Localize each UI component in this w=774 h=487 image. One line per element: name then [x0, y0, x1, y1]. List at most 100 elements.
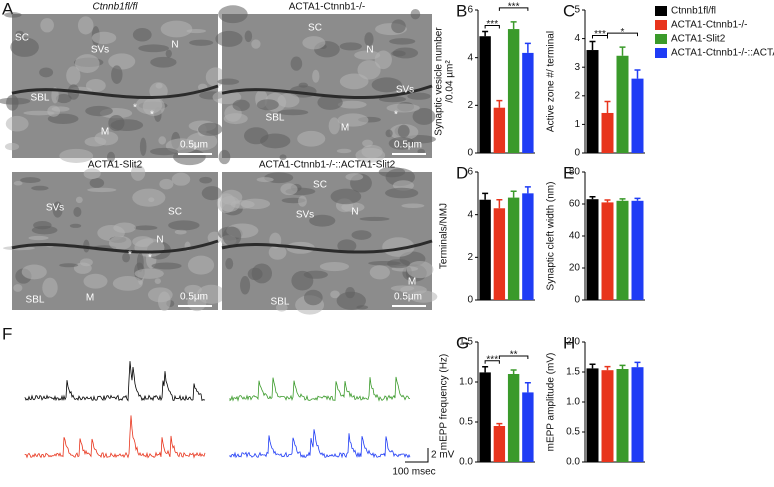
- significance-bracket: [484, 360, 500, 364]
- legend-label: Ctnnb1fl/fl: [671, 6, 716, 17]
- significance-bracket: [484, 24, 500, 29]
- em-label: M: [101, 127, 109, 138]
- significance-bracket: [498, 355, 529, 359]
- em-texture: [351, 230, 372, 240]
- em-label: SVs: [91, 45, 109, 56]
- em-texture: [303, 289, 323, 306]
- em-label: N: [366, 45, 373, 56]
- em-texture: [339, 73, 369, 90]
- em-label: *: [394, 110, 398, 121]
- em-label: SVs: [296, 210, 314, 221]
- y-tick-label: 2.0: [566, 337, 580, 348]
- bar: [586, 199, 599, 300]
- em-texture: [66, 66, 81, 86]
- y-tick-label: 20: [569, 263, 581, 274]
- legend-label: ACTA1-Slit2: [671, 34, 726, 45]
- em-label: M: [86, 293, 94, 304]
- error-bar: [496, 198, 503, 209]
- em-texture: [387, 259, 411, 269]
- y-tick-label: 4: [467, 52, 473, 63]
- legend-swatch: [655, 34, 667, 44]
- em-texture: [218, 5, 248, 24]
- scale-label: 2 mV: [431, 450, 455, 461]
- y-axis-label: Terminals/NMJ: [439, 203, 450, 269]
- em-texture: [275, 303, 288, 312]
- membrane: [221, 239, 433, 254]
- y-tick-label: 0.0: [459, 457, 473, 468]
- em-texture: [187, 255, 215, 275]
- em-label: SC: [313, 180, 327, 191]
- legend-swatch: [655, 20, 667, 30]
- bar: [507, 29, 520, 153]
- em-texture: [55, 93, 72, 104]
- em-texture: [112, 276, 143, 291]
- em-label: SC: [15, 33, 29, 44]
- em-texture: [277, 109, 309, 116]
- y-tick-label: 0: [467, 148, 473, 159]
- em-texture: [251, 263, 273, 284]
- em-texture: [382, 237, 415, 257]
- em-texture: [40, 18, 54, 33]
- em-texture: [13, 284, 23, 292]
- em-texture: [139, 137, 147, 156]
- em-texture: [337, 113, 369, 127]
- em-texture: [317, 94, 343, 110]
- error-bar: [604, 100, 611, 113]
- significance-label: *: [621, 27, 625, 38]
- em-texture: [391, 50, 406, 57]
- significance-bracket: [498, 7, 529, 11]
- em-texture: [389, 38, 416, 45]
- em-texture: [85, 79, 106, 93]
- em-texture: [309, 214, 336, 227]
- bar: [522, 193, 534, 300]
- bar: [601, 112, 614, 153]
- bar: [507, 374, 520, 462]
- em-texture: [357, 60, 381, 80]
- em-texture: [364, 32, 374, 47]
- em-texture: [354, 50, 381, 60]
- em-texture: [130, 164, 146, 181]
- bar: [507, 197, 520, 300]
- em-label: M: [341, 123, 349, 134]
- error-bar: [510, 190, 517, 198]
- em-texture: [290, 56, 303, 71]
- em-label: SVs: [396, 85, 414, 96]
- em-texture: [256, 99, 279, 111]
- em-texture: [42, 277, 58, 298]
- em-label: N: [171, 40, 178, 51]
- error-bar: [524, 382, 531, 393]
- em-label: *: [133, 103, 137, 114]
- em-texture: [28, 235, 49, 241]
- em-label: SVs: [46, 203, 64, 214]
- em-texture: [406, 261, 434, 279]
- y-tick-label: 0: [574, 295, 580, 306]
- em-texture: [89, 178, 105, 188]
- em-texture: [297, 130, 326, 147]
- em-texture: [122, 252, 130, 263]
- error-bar: [589, 40, 596, 51]
- y-tick-label: 60: [569, 199, 581, 210]
- bar: [586, 368, 599, 462]
- scale-label: 0.5μm: [394, 140, 422, 151]
- em-texture: [59, 263, 79, 268]
- em-texture: [251, 39, 261, 49]
- scale-label: 0.5μm: [180, 140, 208, 151]
- trace: [229, 429, 411, 459]
- em-texture: [69, 223, 82, 228]
- significance-label: ***: [486, 354, 498, 365]
- bar: [631, 367, 644, 462]
- em-texture: [371, 77, 402, 93]
- em-texture: [52, 201, 63, 218]
- bar: [631, 200, 644, 300]
- em-texture: [328, 117, 340, 135]
- em-texture: [0, 97, 31, 105]
- legend-swatch: [655, 48, 667, 58]
- error-bar: [634, 197, 641, 201]
- em-texture: [108, 53, 136, 70]
- em-texture: [159, 178, 174, 190]
- em-texture: [196, 284, 226, 304]
- panel-letter: G: [456, 333, 469, 352]
- em-texture: [385, 129, 393, 138]
